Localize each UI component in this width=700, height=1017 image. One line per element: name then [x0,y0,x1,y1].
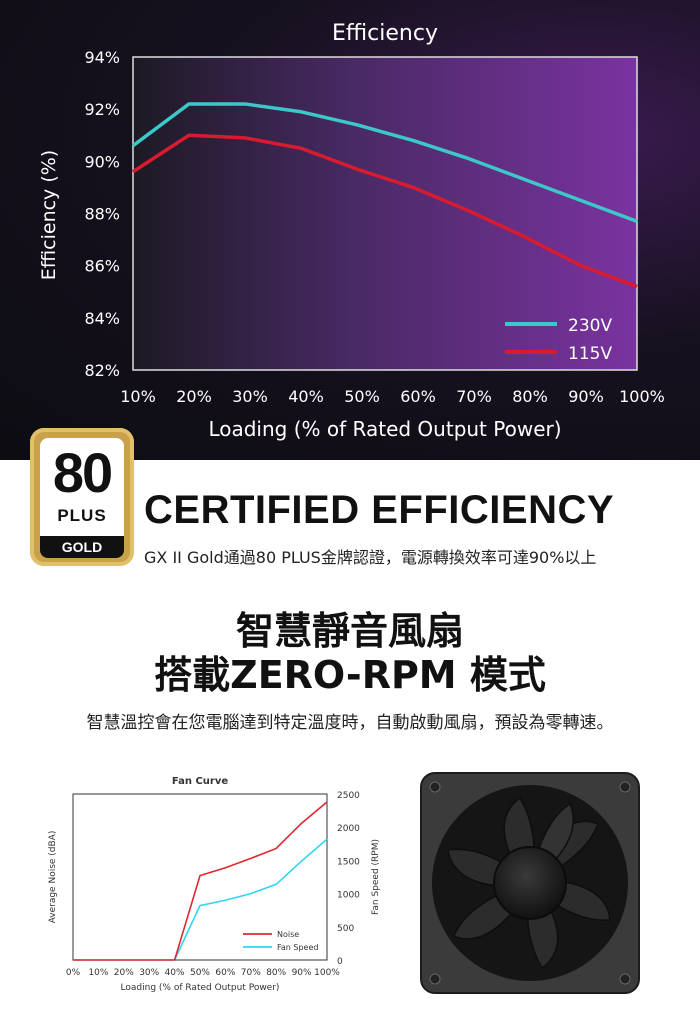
fan-curve-legend-label: Fan Speed [277,943,318,952]
efficiency-x-tick-label: 40% [288,387,324,406]
fan-curve-x-tick-label: 40% [165,968,185,978]
fan-curve-y2-tick-label: 1000 [337,891,360,901]
fan-section-title-line2: 搭載ZERO-RPM 模式 [154,653,546,697]
efficiency-chart-title: Efficiency [332,21,438,46]
fan-curve-x-tick-label: 80% [266,968,286,978]
efficiency-x-axis-label: Loading (% of Rated Output Power) [208,417,561,441]
fan-curve-x-tick-label: 90% [292,968,312,978]
efficiency-y-tick-label: 94% [84,48,120,67]
efficiency-x-tick-label: 80% [512,387,548,406]
fan-curve-x-tick-label: 70% [241,968,261,978]
fan-curve-x-tick-label: 100% [314,968,340,978]
fan-curve-y2-tick-label: 2500 [337,791,360,801]
badge-number: 80 [52,441,113,504]
badge-plus-label: PLUS [57,506,107,525]
fan-curve-x-tick-label: 30% [139,968,159,978]
efficiency-x-tick-label: 70% [456,387,492,406]
efficiency-y-tick-label: 88% [84,205,120,224]
efficiency-legend-label: 230V [568,316,612,336]
badge-inner: 80 PLUS GOLD [40,438,124,558]
fan-curve-title: Fan Curve [172,776,229,787]
efficiency-plot-area [132,56,638,371]
efficiency-chart: Efficiency Efficiency (%) Loading (% of … [38,21,665,441]
fan-curve-y2-tick-label: 500 [337,924,354,934]
efficiency-x-tick-label: 10% [120,387,156,406]
fan-section-title-line1: 智慧靜音風扇 [235,609,464,653]
efficiency-y-tick-label: 86% [84,257,120,276]
fan-product-image [420,772,640,994]
certified-efficiency-subtitle: GX II Gold通過80 PLUS金牌認證，電源轉換效率可達90%以上 [144,548,597,567]
fan-curve-legend-label: Noise [277,930,299,939]
efficiency-y-tick-label: 84% [84,309,120,328]
efficiency-chart-panel: Efficiency Efficiency (%) Loading (% of … [0,0,700,460]
certified-efficiency-heading: CERTIFIED EFFICIENCY [144,488,615,532]
efficiency-y-tick-label: 82% [84,361,120,380]
badge-level-label: GOLD [40,536,124,558]
fan-curve-y2-tick-label: 1500 [337,857,360,867]
fan-curve-x-tick-label: 0% [66,968,81,978]
fan-curve-x-tick-label: 50% [190,968,210,978]
efficiency-x-tick-label: 50% [344,387,380,406]
efficiency-x-tick-label: 30% [232,387,268,406]
efficiency-y-axis-label: Efficiency (%) [38,150,60,280]
fan-curve-y2-tick-label: 2000 [337,824,360,834]
efficiency-x-tick-label: 90% [568,387,604,406]
efficiency-x-tick-label: 20% [176,387,212,406]
fan-curve-x-tick-label: 20% [114,968,134,978]
fan-curve-x-tick-label: 10% [88,968,108,978]
efficiency-y-tick-label: 92% [84,100,120,119]
fan-curve-y2-tick-label: 0 [337,957,343,967]
80-plus-gold-badge: 80 PLUS GOLD [30,428,134,566]
fan-curve-y-axis-label: Average Noise (dBA) [48,831,58,924]
efficiency-y-tick-label: 90% [84,152,120,171]
fan-curve-y2-axis-label: Fan Speed (RPM) [371,839,381,915]
fan-section-description: 智慧溫控會在您電腦達到特定溫度時，自動啟動風扇，預設為零轉速。 [86,713,614,733]
efficiency-x-tick-label: 100% [619,387,665,406]
fan-curve-series-line-Noise [73,801,328,961]
fan-curve-x-tick-label: 60% [215,968,235,978]
efficiency-series-line-230V [131,102,638,223]
efficiency-legend-label: 115V [568,344,612,364]
fan-curve-x-axis-label: Loading (% of Rated Output Power) [121,983,280,993]
efficiency-series-line-115V [132,133,638,289]
efficiency-x-tick-label: 60% [400,387,436,406]
